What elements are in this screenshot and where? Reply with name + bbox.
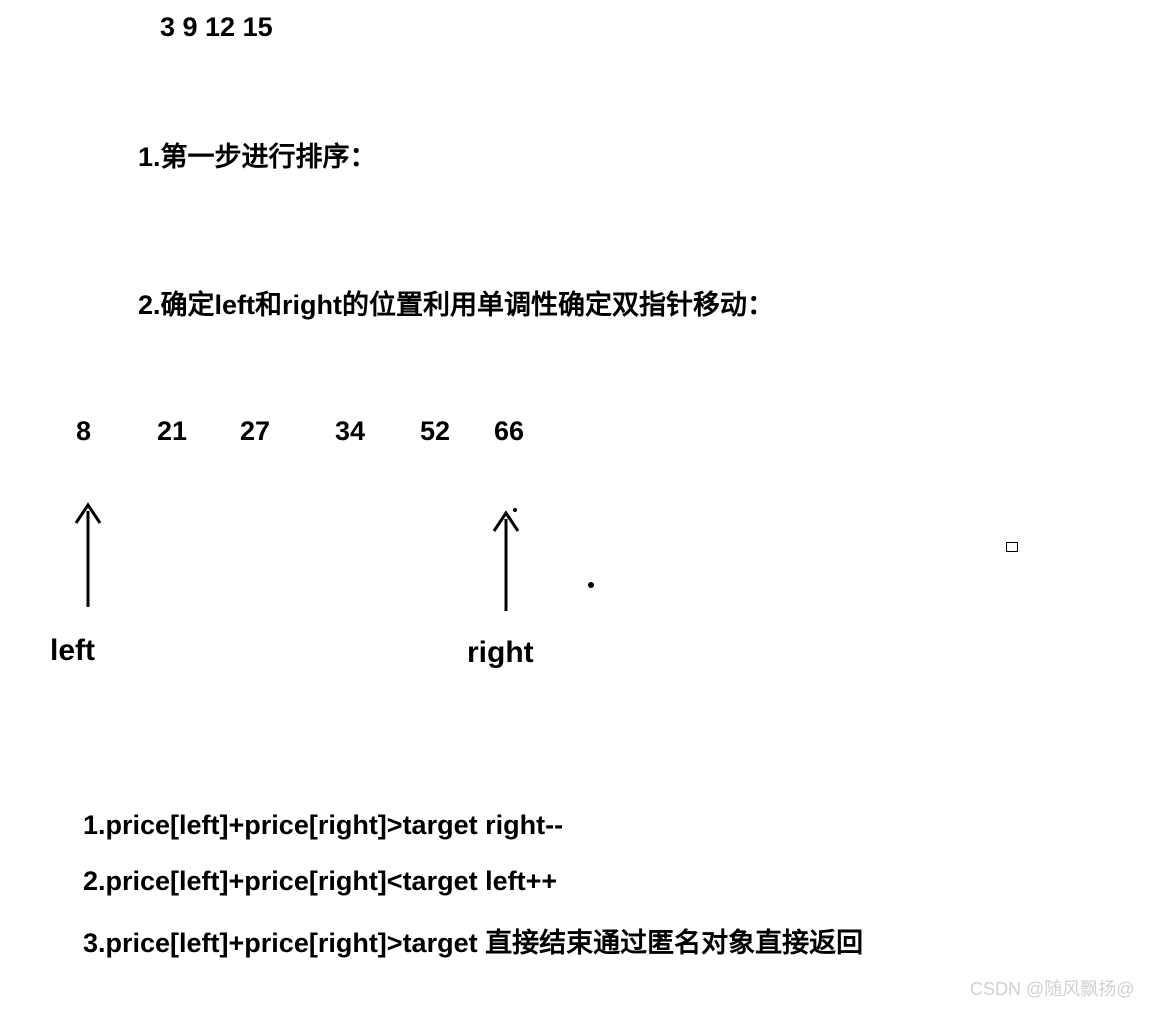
small-box-icon: [1006, 542, 1018, 552]
rule-3: 3.price[left]+price[right]>target 直接结束通过…: [83, 921, 863, 960]
dot-decoration: [588, 582, 594, 588]
rule-1: 1.price[left]+price[right]>target right-…: [83, 810, 563, 841]
sorted-number-3: 34: [335, 416, 365, 447]
left-pointer-label: left: [50, 634, 95, 668]
sorted-number-4: 52: [420, 416, 450, 447]
right-arrow-icon: [488, 505, 524, 613]
rule-2: 2.price[left]+price[right]<target left++: [83, 866, 557, 897]
sorted-number-2: 27: [240, 416, 270, 447]
step1-text: 1.第一步进行排序：: [138, 135, 377, 174]
left-arrow-icon: [70, 497, 106, 609]
top-numbers: 3 9 12 15: [160, 12, 273, 43]
step2-text: 2.确定left和right的位置利用单调性确定双指针移动：: [138, 283, 774, 322]
right-pointer-label: right: [467, 636, 534, 670]
sorted-number-5: 66: [494, 416, 524, 447]
sorted-number-0: 8: [76, 416, 91, 447]
sorted-number-1: 21: [157, 416, 187, 447]
watermark-text: CSDN @随风飘扬@: [970, 975, 1135, 1001]
